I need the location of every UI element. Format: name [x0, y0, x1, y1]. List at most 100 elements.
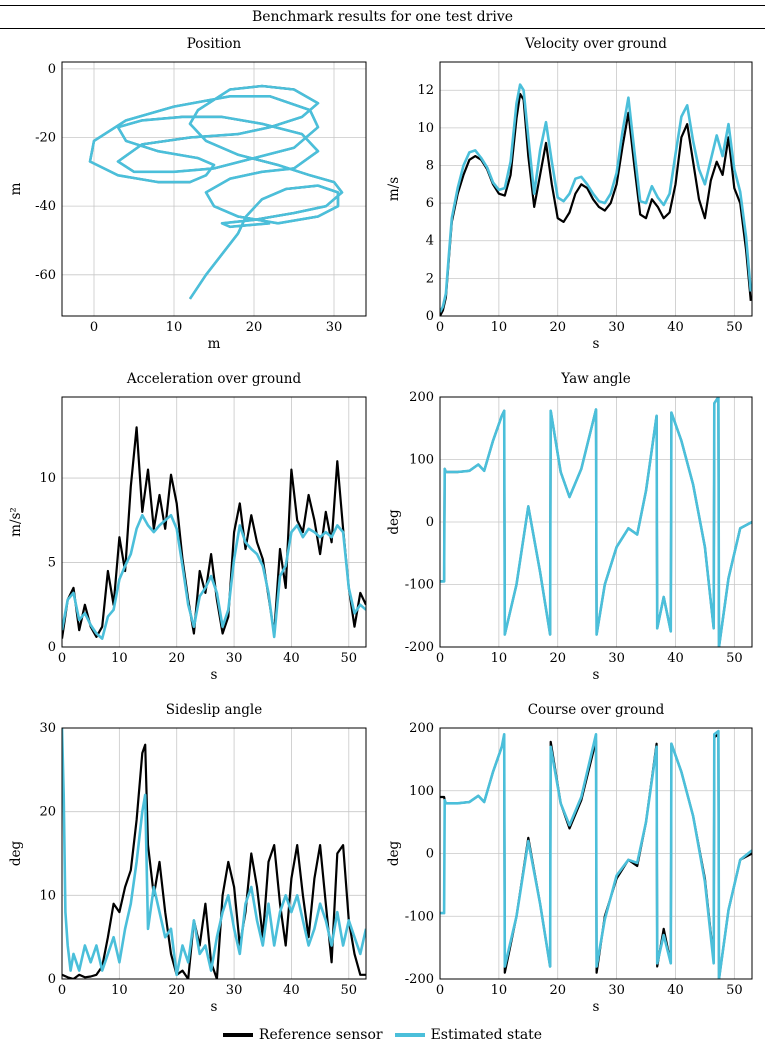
y-tick-label: 30	[39, 721, 56, 736]
y-axis-label: m/s²	[8, 507, 24, 537]
y-tick-label: 100	[409, 453, 434, 468]
legend-item-estimated: Estimated state	[394, 1027, 543, 1043]
y-tick-label: -40	[35, 199, 56, 214]
chart-panel: 0 10 20 30 40 50 0 5 10 Acceleration over ground s…	[8, 371, 367, 683]
chart-title: Position	[187, 36, 242, 52]
y-tick-label: 0	[426, 847, 434, 862]
x-tick-label: 10	[491, 983, 508, 998]
x-tick-label: 10	[491, 320, 508, 335]
chart-panel: 0 10 20 30 40 50 -200 -100 0 100 200 Yaw angle s deg	[386, 371, 753, 683]
y-tick-label: 0	[426, 309, 434, 324]
legend-swatch-estimated	[394, 1033, 425, 1037]
y-tick-label: 4	[426, 234, 434, 249]
x-tick-label: 40	[283, 983, 300, 998]
series-line	[440, 729, 752, 979]
x-tick-label: 40	[667, 983, 684, 998]
plot-frame	[439, 396, 753, 648]
series-line	[88, 84, 344, 300]
x-tick-label: 30	[608, 983, 625, 998]
y-tick-label: 10	[39, 471, 56, 486]
y-axis-label: deg	[386, 509, 402, 535]
x-tick-label: 0	[58, 651, 66, 666]
chart-title: Acceleration over ground	[126, 371, 302, 387]
plot-frame	[61, 61, 367, 317]
y-tick-label: -200	[405, 640, 434, 655]
chart-panel: 0 10 20 30 40 50 0 2 4 6 8 10 12 Velocity over ground…	[386, 36, 753, 352]
y-tick-label: 20	[39, 805, 56, 820]
series-line	[62, 426, 366, 639]
chart-title: Course over ground	[528, 702, 665, 718]
x-tick-label: 40	[667, 320, 684, 335]
x-tick-label: 10	[166, 320, 183, 335]
plot-frame	[439, 61, 753, 317]
chart-panel: 0 10 20 30 40 50 0 10 20 30 Sideslip angle s deg	[8, 702, 367, 1015]
x-tick-label: 10	[111, 651, 128, 666]
x-tick-label: 50	[726, 983, 743, 998]
x-axis-label: s	[593, 336, 600, 352]
page-title: Benchmark results for one test drive	[0, 5, 765, 29]
chart-title: Yaw angle	[560, 371, 630, 387]
y-axis-label: m/s	[386, 177, 402, 201]
series-line	[440, 92, 752, 316]
plot-frame	[439, 727, 753, 980]
y-tick-label: 6	[426, 196, 434, 211]
y-tick-label: 0	[48, 640, 56, 655]
x-tick-label: 20	[168, 983, 185, 998]
x-tick-label: 20	[246, 320, 263, 335]
x-tick-label: 10	[111, 983, 128, 998]
y-tick-label: 5	[48, 556, 56, 571]
x-axis-label: s	[211, 667, 218, 683]
legend-swatch-reference	[222, 1033, 253, 1037]
y-tick-label: -100	[405, 909, 434, 924]
x-tick-label: 50	[341, 983, 358, 998]
plot-frame	[61, 727, 367, 980]
y-tick-label: 200	[409, 390, 434, 405]
x-tick-label: 50	[726, 320, 743, 335]
y-tick-label: 0	[426, 515, 434, 530]
chart-title: Velocity over ground	[524, 36, 667, 52]
y-axis-label: deg	[386, 841, 402, 867]
x-tick-label: 50	[341, 651, 358, 666]
x-tick-label: 20	[549, 983, 566, 998]
legend-label-reference: Reference sensor	[258, 1027, 383, 1043]
x-tick-label: 40	[283, 651, 300, 666]
y-tick-label: 0	[48, 62, 56, 77]
legend-label-estimated: Estimated state	[430, 1027, 543, 1043]
x-tick-label: 20	[549, 651, 566, 666]
y-tick-label: 100	[409, 784, 434, 799]
x-axis-label: s	[593, 667, 600, 683]
x-tick-label: 30	[608, 320, 625, 335]
x-tick-label: 30	[226, 651, 243, 666]
x-tick-label: 30	[226, 983, 243, 998]
x-tick-label: 20	[549, 320, 566, 335]
x-tick-label: 0	[436, 320, 444, 335]
series-line	[62, 743, 366, 979]
y-tick-label: 10	[39, 888, 56, 903]
legend-item-reference: Reference sensor	[222, 1027, 383, 1043]
y-axis-label: deg	[8, 841, 24, 867]
y-tick-label: 2	[426, 271, 434, 286]
y-axis-label: m	[8, 182, 24, 195]
x-axis-label: s	[211, 999, 218, 1015]
series-line	[440, 83, 752, 313]
y-tick-label: -100	[405, 578, 434, 593]
x-tick-label: 0	[436, 651, 444, 666]
plot-frame	[61, 396, 367, 648]
x-tick-label: 30	[326, 320, 343, 335]
y-tick-label: -200	[405, 972, 434, 987]
x-axis-label: s	[593, 999, 600, 1015]
y-tick-label: 12	[417, 83, 434, 98]
x-tick-label: 30	[608, 651, 625, 666]
y-tick-label: 200	[409, 721, 434, 736]
legend: Reference sensor Estimated state	[0, 1024, 765, 1046]
chart-title: Sideslip angle	[166, 702, 262, 718]
x-tick-label: 20	[168, 651, 185, 666]
series-line	[62, 513, 366, 640]
y-tick-label: 8	[426, 158, 434, 173]
y-tick-label: -20	[35, 131, 56, 146]
x-tick-label: 50	[726, 651, 743, 666]
x-tick-label: 0	[58, 983, 66, 998]
y-tick-label: -60	[35, 268, 56, 283]
x-tick-label: 40	[667, 651, 684, 666]
